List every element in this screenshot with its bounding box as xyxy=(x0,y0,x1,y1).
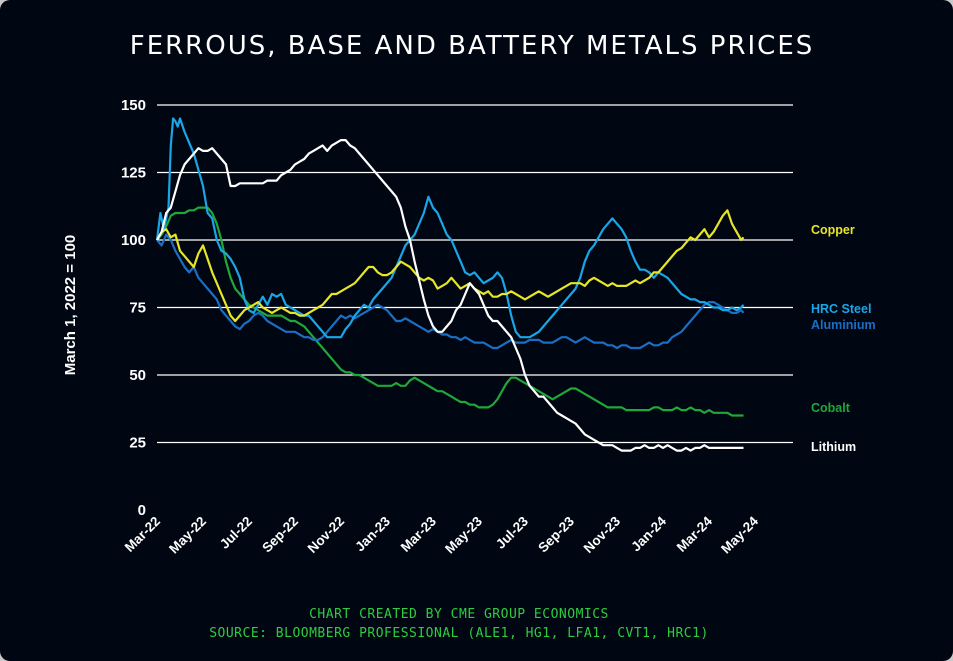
series-label-copper: Copper xyxy=(811,223,855,237)
x-tick-label: Jul-22 xyxy=(217,514,255,552)
y-tick-label: 50 xyxy=(129,367,146,384)
x-tick-label: Jul-23 xyxy=(493,513,532,552)
series-label-lithium: Lithium xyxy=(811,440,856,454)
y-tick-label: 150 xyxy=(121,97,146,114)
y-tick-label: 0 xyxy=(138,502,146,519)
x-tick-label: Mar-24 xyxy=(674,513,716,555)
series-line-lithium xyxy=(156,139,744,452)
x-tick-label: Mar-23 xyxy=(398,513,440,555)
series-end-labels: Copper HRC Steel Aluminium Cobalt Lithium xyxy=(811,223,876,454)
x-tick-label: Sep-23 xyxy=(535,513,577,555)
series-line-aluminium xyxy=(156,233,745,350)
x-tick-label: Nov-23 xyxy=(581,513,624,556)
y-axis-label: March 1, 2022 = 100 xyxy=(62,235,79,376)
y-tick-label: 25 xyxy=(129,435,146,452)
series-label-aluminium: Aluminium xyxy=(811,318,876,332)
x-tick-label: May-23 xyxy=(442,513,485,556)
series-line-hrc-steel xyxy=(155,117,745,339)
x-tick-label: May-24 xyxy=(718,513,761,556)
y-tick-label: 75 xyxy=(129,300,146,317)
x-tick-label: Jan-23 xyxy=(352,513,393,554)
footer-credit: CHART CREATED BY CME GROUP ECONOMICS xyxy=(309,607,609,622)
y-tick-label: 125 xyxy=(121,165,146,182)
x-tick-label: May-22 xyxy=(166,514,209,557)
x-tick-label: Mar-22 xyxy=(122,514,163,555)
series-lines xyxy=(155,117,745,452)
series-line-copper xyxy=(156,209,745,323)
series-label-cobalt: Cobalt xyxy=(811,401,851,415)
footer-source: SOURCE: BLOOMBERG PROFESSIONAL (ALE1, HG… xyxy=(209,626,709,641)
x-axis-ticks: Mar-22 May-22 Jul-22 Sep-22 Nov-22 Jan-23 Mar-… xyxy=(122,513,762,556)
x-tick-label: Sep-22 xyxy=(259,514,301,556)
x-tick-label: Nov-22 xyxy=(305,514,347,556)
chart-title: FERROUS, BASE AND BATTERY METALS PRICES xyxy=(130,31,815,61)
y-tick-label: 100 xyxy=(121,232,146,249)
y-axis-ticks: 0 25 50 75 100 125 150 xyxy=(121,97,146,519)
x-tick-label: Jan-24 xyxy=(628,513,669,554)
series-label-hrc-steel: HRC Steel xyxy=(811,302,871,316)
